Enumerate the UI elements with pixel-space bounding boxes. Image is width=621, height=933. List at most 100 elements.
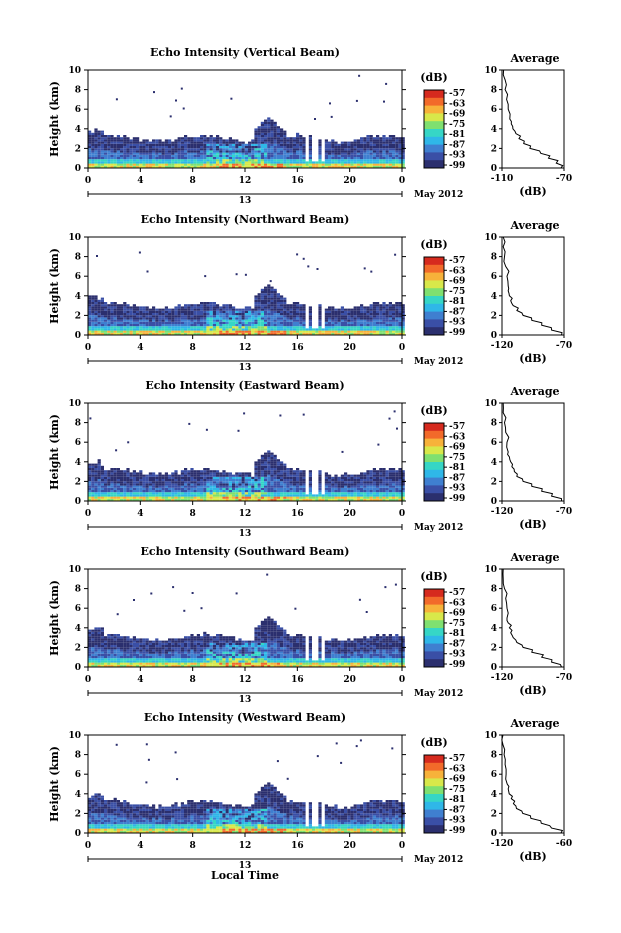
colorbar-tick-label: -63 bbox=[449, 432, 465, 442]
heatmap-cell bbox=[152, 317, 155, 319]
heatmap-cell bbox=[197, 470, 200, 472]
heatmap-cell bbox=[206, 488, 209, 490]
heatmap-cell bbox=[197, 652, 200, 654]
heatmap-cell bbox=[373, 475, 376, 477]
heatmap-cell bbox=[274, 300, 277, 302]
heatmap-cell bbox=[382, 481, 385, 483]
heatmap-cell bbox=[232, 326, 235, 328]
heatmap-cell bbox=[91, 660, 94, 662]
heatmap-cell bbox=[258, 317, 261, 319]
heatmap-cell bbox=[264, 148, 267, 150]
heatmap-cell bbox=[98, 461, 101, 463]
heatmap-cell bbox=[354, 320, 357, 322]
heatmap-cell bbox=[283, 315, 286, 317]
heatmap-cell bbox=[379, 315, 382, 317]
heatmap-cell bbox=[386, 324, 389, 326]
heatmap-cell bbox=[206, 654, 209, 656]
heatmap-cell bbox=[389, 302, 392, 304]
heatmap-cell bbox=[264, 142, 267, 144]
heatmap-cell bbox=[312, 328, 315, 330]
heatmap-cell bbox=[280, 317, 283, 319]
heatmap-cell bbox=[146, 494, 149, 496]
heatmap-cell bbox=[146, 497, 149, 499]
heatmap-cell bbox=[126, 638, 129, 640]
heatmap-cell bbox=[117, 137, 120, 139]
heatmap-cell bbox=[331, 488, 334, 490]
colorbar-tick-label: -87 bbox=[449, 473, 465, 483]
heatmap-cell bbox=[382, 311, 385, 313]
heatmap-cell bbox=[395, 326, 398, 328]
heatmap-cell bbox=[229, 313, 232, 315]
heatmap-cell bbox=[98, 634, 101, 636]
heatmap-cell bbox=[373, 164, 376, 166]
heatmap-cell bbox=[149, 647, 152, 649]
heatmap-cell bbox=[130, 146, 133, 148]
heatmap-cell bbox=[376, 331, 379, 333]
heatmap-cell bbox=[98, 306, 101, 308]
heatmap-cell bbox=[174, 322, 177, 324]
heatmap-cell bbox=[299, 139, 302, 141]
heatmap-cell bbox=[251, 331, 254, 333]
heatmap-cell bbox=[107, 647, 110, 649]
heatmap-cell bbox=[174, 645, 177, 647]
heatmap-cell bbox=[293, 488, 296, 490]
heatmap-cell bbox=[328, 148, 331, 150]
heatmap-cell bbox=[309, 142, 312, 144]
heatmap-cell bbox=[181, 142, 184, 144]
heatmap-cell bbox=[101, 311, 104, 313]
heatmap-cell bbox=[104, 494, 107, 496]
heatmap-cell bbox=[107, 317, 110, 319]
heatmap-cell bbox=[194, 142, 197, 144]
heatmap-cell bbox=[165, 315, 168, 317]
heatmap-cell bbox=[213, 164, 216, 166]
heatmap-cell bbox=[165, 139, 168, 141]
heatmap-cell bbox=[190, 634, 193, 636]
heatmap-cell bbox=[181, 654, 184, 656]
heatmap-cell bbox=[338, 144, 341, 146]
heatmap-cell bbox=[168, 153, 171, 155]
heatmap-cell bbox=[318, 153, 321, 155]
heatmap-cell bbox=[280, 148, 283, 150]
heatmap-cell bbox=[280, 490, 283, 492]
heatmap-cell bbox=[315, 497, 318, 499]
heatmap-cell bbox=[184, 161, 187, 163]
heatmap-cell bbox=[248, 315, 251, 317]
heatmap-cell bbox=[200, 315, 203, 317]
colorbar-swatch bbox=[424, 485, 444, 493]
heatmap-cell bbox=[123, 137, 126, 139]
heatmap-cell bbox=[194, 486, 197, 488]
heatmap-cell bbox=[264, 472, 267, 474]
heatmap-cell bbox=[149, 309, 152, 311]
y-tick-label: 4 bbox=[75, 458, 81, 468]
heatmap-cell bbox=[197, 317, 200, 319]
heatmap-cell bbox=[363, 331, 366, 333]
heatmap-cell bbox=[149, 663, 152, 665]
heatmap-cell bbox=[235, 311, 238, 313]
heatmap-cell bbox=[114, 148, 117, 150]
heatmap-cell bbox=[386, 144, 389, 146]
heatmap-cell bbox=[379, 322, 382, 324]
heatmap-cell bbox=[200, 146, 203, 148]
heatmap-cell bbox=[235, 309, 238, 311]
heatmap-cell bbox=[126, 654, 129, 656]
heatmap-cell bbox=[200, 326, 203, 328]
heatmap-cell bbox=[242, 159, 245, 161]
heatmap-cell bbox=[142, 324, 145, 326]
heatmap-cell bbox=[158, 161, 161, 163]
heatmap-cell bbox=[366, 320, 369, 322]
heatmap-cell bbox=[229, 153, 232, 155]
heatmap-cell bbox=[206, 481, 209, 483]
heatmap-cell bbox=[120, 652, 123, 654]
colorbar-swatch bbox=[424, 152, 444, 160]
heatmap-cell bbox=[155, 492, 158, 494]
heatmap-cell bbox=[174, 475, 177, 477]
heatmap-cell bbox=[107, 155, 110, 157]
heatmap-cell bbox=[274, 309, 277, 311]
heatmap-cell bbox=[293, 331, 296, 333]
heatmap-cell bbox=[302, 155, 305, 157]
heatmap-cell bbox=[174, 326, 177, 328]
heatmap-cell bbox=[277, 464, 280, 466]
heatmap-cell bbox=[364, 267, 366, 269]
heatmap-cell bbox=[309, 320, 312, 322]
heatmap-cell bbox=[120, 470, 123, 472]
